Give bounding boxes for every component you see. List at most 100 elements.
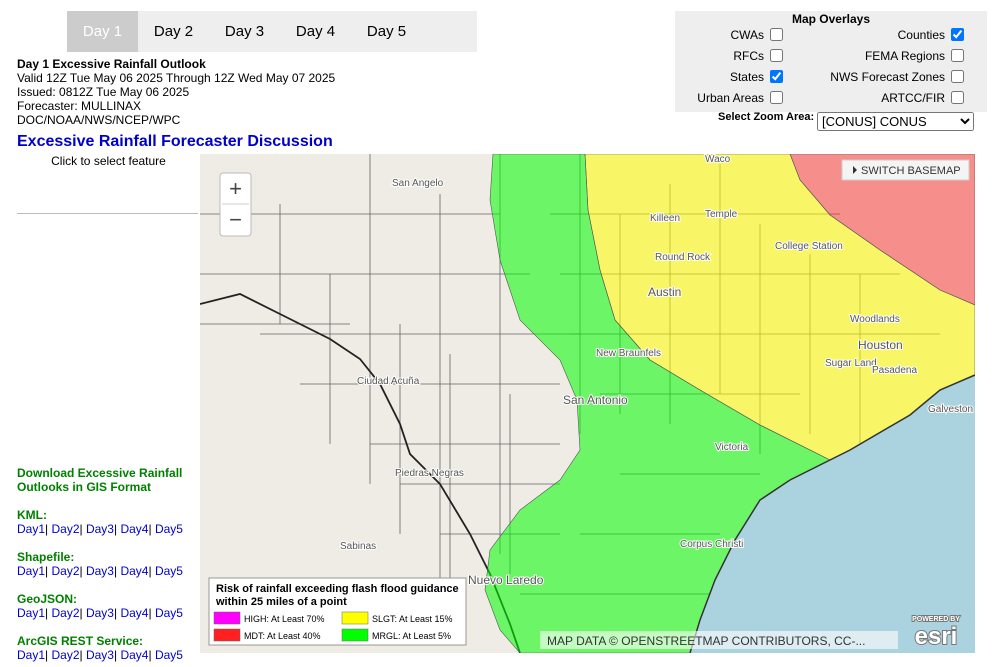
overlay-checkbox[interactable] <box>951 49 964 62</box>
zoom-label: Select Zoom Area: <box>718 111 815 123</box>
overlay-label: FEMA Regions <box>864 49 945 63</box>
download-link[interactable]: Day4 <box>120 606 149 620</box>
day-tab[interactable]: Day 1 <box>67 11 138 52</box>
separator: | <box>45 606 49 620</box>
zoom-control: + − <box>219 172 252 237</box>
legend-items: HIGH: At Least 70% SLGT: At Least 15% MDT:… <box>213 611 453 642</box>
separator: | <box>79 522 83 536</box>
download-link[interactable]: Day4 <box>120 648 149 662</box>
download-group: KML: Day1| Day2| Day3| Day4| Day5 <box>17 508 183 536</box>
overlay-checkbox[interactable] <box>951 91 964 104</box>
separator: | <box>79 648 83 662</box>
map-label: Nuevo Laredo <box>468 573 544 587</box>
map-label: San Antonio <box>563 393 628 407</box>
separator: | <box>148 522 152 536</box>
map-label: New Braunfels <box>596 348 661 359</box>
legend-swatch <box>213 628 241 642</box>
map-label: Sabinas <box>340 541 376 552</box>
overlay-label: ARTCC/FIR <box>881 91 945 105</box>
download-link[interactable]: Day1 <box>17 564 46 578</box>
overlay-checkbox[interactable] <box>770 91 783 104</box>
overlay-option: Urban Areas <box>697 90 783 106</box>
separator: | <box>113 648 118 662</box>
separator: | <box>113 564 118 578</box>
overlay-option: CWAs <box>730 27 783 43</box>
overlay-option: FEMA Regions <box>865 48 964 64</box>
switch-basemap-button[interactable] <box>841 159 970 181</box>
download-link[interactable]: Day3 <box>85 564 114 578</box>
overlay-label: NWS Forecast Zones <box>830 70 945 84</box>
overlay-label: RFCs <box>733 49 764 63</box>
download-link[interactable]: Day1 <box>17 522 46 536</box>
download-link[interactable]: Day5 <box>154 564 183 578</box>
hint: Click to select feature <box>51 154 166 168</box>
zoom-in[interactable]: + <box>229 176 242 201</box>
map-label: Houston <box>858 338 903 352</box>
download-link[interactable]: Day3 <box>85 648 114 662</box>
legend-swatch <box>341 611 369 625</box>
overlay-checkbox[interactable] <box>770 70 783 83</box>
legend-label: HIGH: At Least 70% <box>244 614 325 624</box>
download-link[interactable]: Day2 <box>51 522 80 536</box>
download-link[interactable]: Day3 <box>85 606 114 620</box>
zoom-select[interactable]: [CONUS] CONUS <box>817 112 974 131</box>
esri-powered: POWERED BY <box>912 616 960 623</box>
download-links: Day1| Day2| Day3| Day4| Day5 <box>17 522 183 536</box>
coastline <box>689 374 975 653</box>
download-link[interactable]: Day3 <box>85 522 114 536</box>
map[interactable]: San Angelo Waco Killeen Temple College S… <box>200 154 975 653</box>
overlay-checkbox[interactable] <box>951 28 964 41</box>
overlay-checkbox[interactable] <box>951 70 964 83</box>
download-link[interactable]: Day2 <box>51 648 80 662</box>
separator: | <box>79 564 83 578</box>
download-format: ArcGIS REST Service: <box>17 634 144 648</box>
overlay-option: ARTCC/FIR <box>881 90 964 106</box>
download-link[interactable]: Day2 <box>51 606 80 620</box>
separator: | <box>148 648 152 662</box>
zoom-out[interactable]: − <box>229 207 242 232</box>
download-links: Day1| Day2| Day3| Day4| Day5 <box>17 648 183 662</box>
forecaster: Forecaster: MULLINAX <box>17 99 142 113</box>
separator: | <box>148 606 152 620</box>
download-link[interactable]: Day5 <box>154 606 183 620</box>
download-link[interactable]: Day4 <box>120 564 149 578</box>
day-tab[interactable]: Day 5 <box>366 23 407 40</box>
download-format: GeoJSON: <box>17 592 78 606</box>
download-link[interactable]: Day2 <box>51 564 80 578</box>
legend-label: SLGT: At Least 15% <box>372 614 453 624</box>
download-format: Shapefile: <box>17 550 75 564</box>
map-label: College Station <box>775 241 843 252</box>
map-label: Austin <box>648 285 681 299</box>
map-label: Pasadena <box>872 365 917 376</box>
switch-basemap-label[interactable]: SWITCH BASEMAP <box>861 165 961 177</box>
download-link[interactable]: Day1 <box>17 606 46 620</box>
divider <box>17 213 198 214</box>
day-tab[interactable]: Day 4 <box>295 23 336 40</box>
day-tab[interactable]: Day 2 <box>153 23 194 40</box>
download-link[interactable]: Day4 <box>120 522 149 536</box>
discussion-link[interactable]: Excessive Rainfall Forecaster Discussion <box>17 133 333 150</box>
map-label: Ciudad Acuña <box>357 376 420 387</box>
download-link[interactable]: Day5 <box>154 648 183 662</box>
download-link[interactable]: Day1 <box>17 648 46 662</box>
overlay-checkbox[interactable] <box>770 49 783 62</box>
gulf-water <box>690 375 975 653</box>
separator: | <box>79 606 83 620</box>
map-label: Victoria <box>715 442 749 453</box>
day-tab[interactable]: Day 3 <box>224 23 265 40</box>
download-group: Shapefile: Day1| Day2| Day3| Day4| Day5 <box>17 550 183 578</box>
overlay-checkbox[interactable] <box>770 28 783 41</box>
overlay-label: States <box>729 70 764 84</box>
separator: | <box>45 648 49 662</box>
download-group: GeoJSON: Day1| Day2| Day3| Day4| Day5 <box>17 592 183 620</box>
day-tabs: Day 1 Day 2 Day 3 Day 4 Day 5 <box>67 11 477 52</box>
legend-box <box>208 577 467 646</box>
map-label: Corpus Christi <box>680 539 743 550</box>
separator: | <box>113 522 118 536</box>
overlay-label: Urban Areas <box>697 91 764 105</box>
download-link[interactable]: Day5 <box>154 522 183 536</box>
legend-swatch <box>213 611 241 625</box>
map-label: Temple <box>705 209 738 220</box>
